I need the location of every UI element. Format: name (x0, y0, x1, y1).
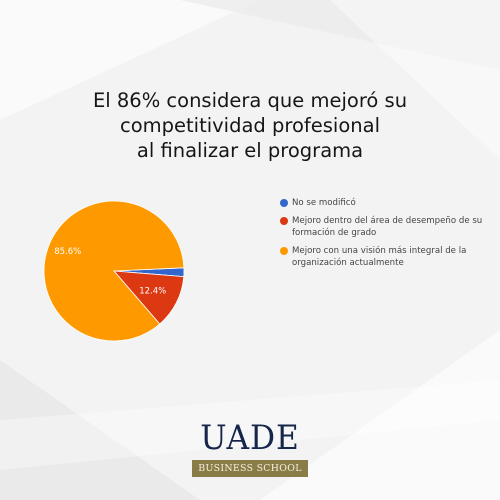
legend-label: No se modificó (292, 198, 356, 208)
legend-swatch-orange (280, 247, 288, 255)
uade-logo: UADE BUSINESS SCHOOL (0, 420, 500, 477)
legend-label: Mejoro dentro del área de desempeño de s… (292, 216, 483, 238)
pie-slice-mejoro-vision (43, 200, 185, 342)
pie-value-label: 12.4% (139, 287, 166, 297)
legend-item-no-se-modifico: No se modificó (280, 197, 490, 209)
chart-title-line-2: competitividad profesional (119, 114, 380, 137)
chart-title: El 86% considera que mejoró su competiti… (0, 88, 500, 163)
chart-title-line-3: al finalizar el programa (136, 139, 364, 162)
legend-item-mejoro-vision: Mejoro con una visión más integral de la… (280, 245, 490, 269)
logo-wordmark: UADE (200, 418, 300, 458)
chart-title-line-1: El 86% considera que mejoró su (92, 89, 408, 112)
pie-value-label: 85.6% (54, 247, 81, 257)
chart-legend: No se modificó Mejoro dentro del área de… (280, 197, 490, 275)
logo-subtitle: BUSINESS SCHOOL (192, 460, 308, 477)
legend-label: Mejoro con una visión más integral de la… (292, 246, 467, 268)
legend-swatch-red (280, 217, 288, 225)
legend-item-mejoro-area: Mejoro dentro del área de desempeño de s… (280, 215, 490, 239)
legend-swatch-blue (280, 199, 288, 207)
